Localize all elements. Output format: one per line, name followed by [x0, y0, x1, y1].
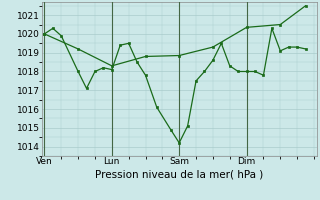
X-axis label: Pression niveau de la mer( hPa ): Pression niveau de la mer( hPa ) [95, 169, 263, 179]
